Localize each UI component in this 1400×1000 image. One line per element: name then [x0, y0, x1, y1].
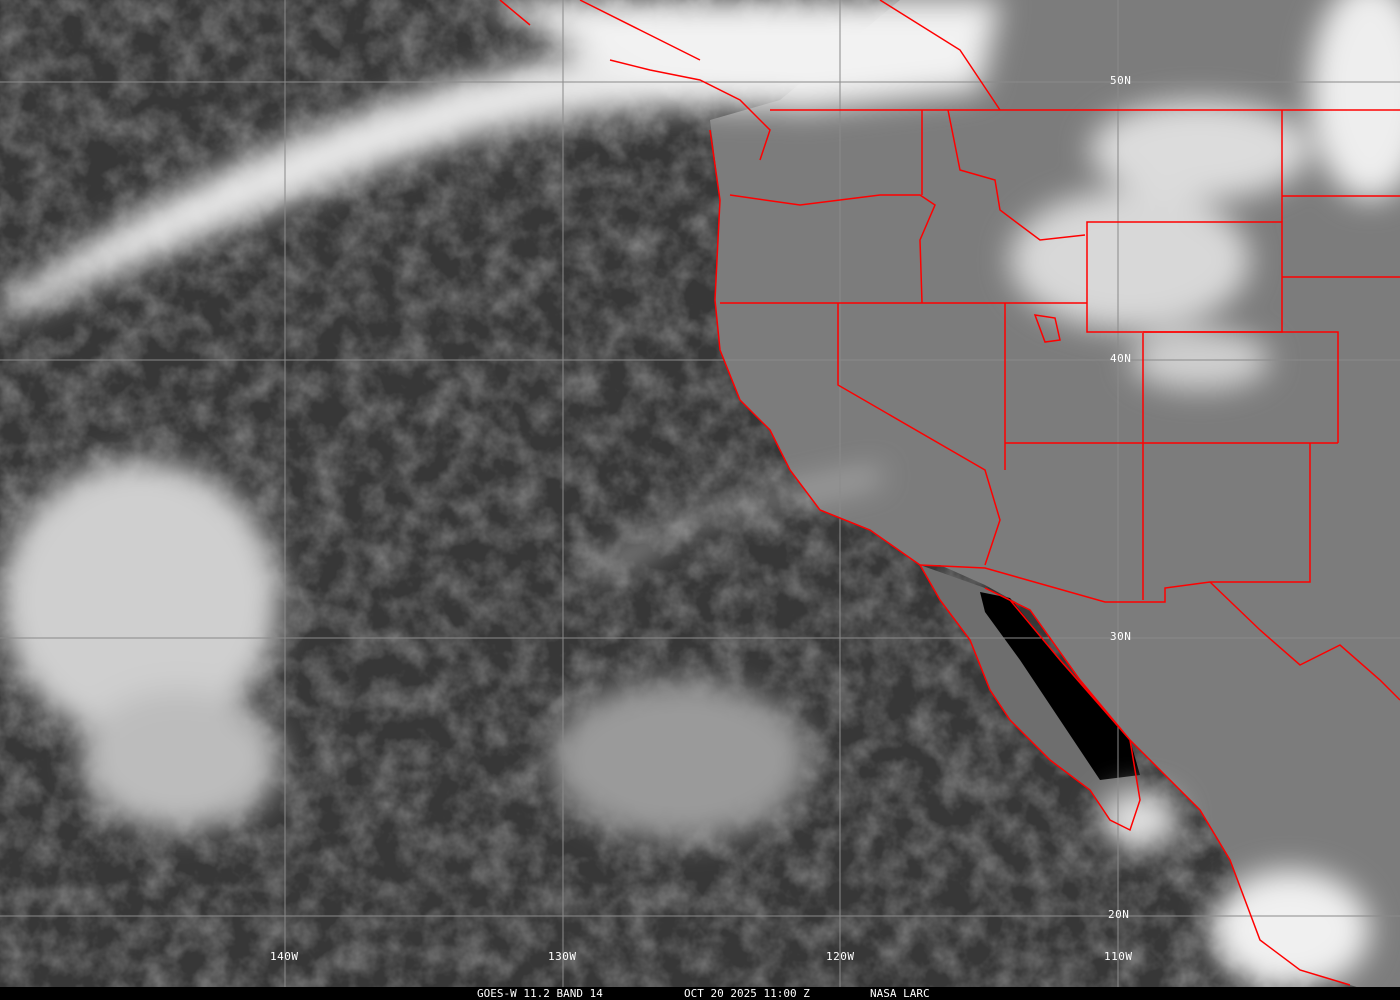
nm-border — [919, 443, 1311, 603]
image-caption-bar: GOES-W 11.2 BAND 14 OCT 20 2025 11:00 Z … — [0, 987, 1400, 1000]
lon-label-130w: 130W — [548, 950, 577, 963]
lat-label-50n: 50N — [1110, 74, 1132, 87]
mt-dakota-border — [1281, 110, 1400, 278]
lon-label-140w: 140W — [270, 950, 299, 963]
vancouver-island-coast — [499, 0, 771, 161]
ca-nv-border — [837, 303, 1001, 566]
lat-label-30n: 30N — [1110, 630, 1132, 643]
timestamp-label: OCT 20 2025 11:00 Z — [684, 987, 810, 1000]
lat-label-40n: 40N — [1110, 352, 1132, 365]
bc-alberta-border — [879, 0, 1001, 111]
id-mt-border — [947, 109, 1086, 241]
wa-or-border — [729, 194, 936, 304]
lat-label-20n: 20N — [1108, 908, 1130, 921]
lon-label-120w: 120W — [826, 950, 855, 963]
satellite-band-label: GOES-W 11.2 BAND 14 — [477, 987, 603, 1000]
lon-label-110w: 110W — [1104, 950, 1133, 963]
baja-peninsula — [920, 565, 1140, 830]
coastline — [709, 129, 1351, 986]
great-salt-lake — [1033, 314, 1061, 343]
political-borders — [499, 0, 1400, 986]
us-mexico-border-east — [1209, 581, 1400, 701]
co-border — [1143, 331, 1339, 443]
gulf-of-california — [980, 592, 1140, 780]
source-label: NASA LARC — [870, 987, 930, 1000]
